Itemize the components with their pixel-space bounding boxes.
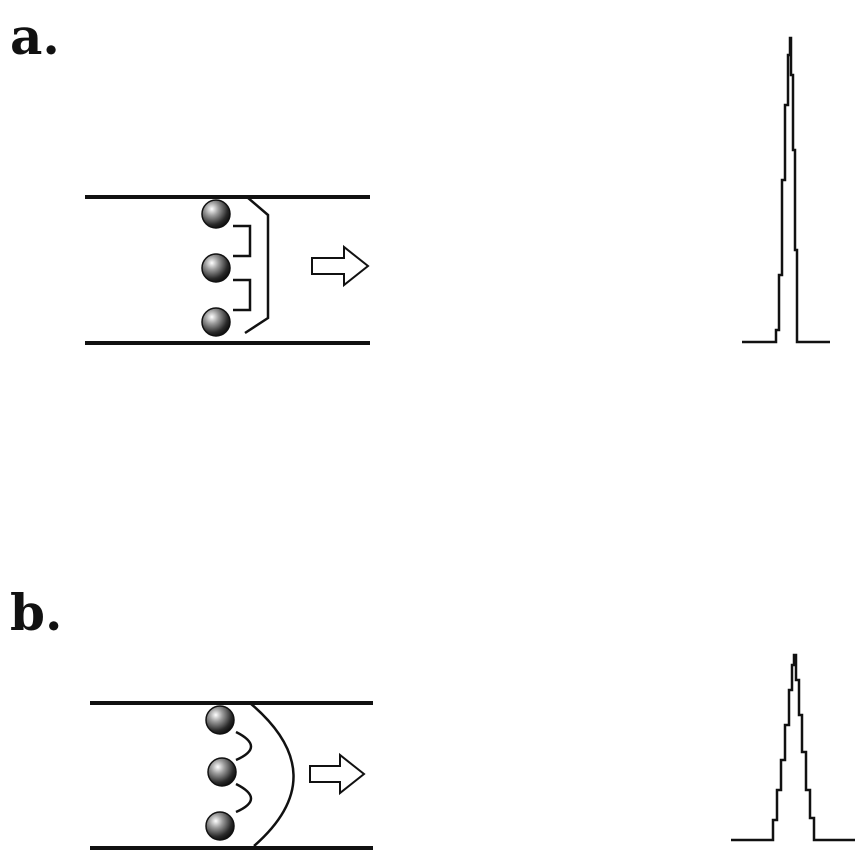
particle-middle <box>201 253 231 283</box>
square-bracket-upper <box>233 224 252 258</box>
particle-top <box>205 705 235 735</box>
curved-bracket-lower <box>235 782 253 814</box>
panel-b-diagram <box>90 653 855 850</box>
particle-top <box>201 199 231 229</box>
curved-bracket-upper <box>235 730 253 762</box>
particle-bottom <box>201 307 231 337</box>
particle-bottom <box>205 811 235 841</box>
square-bracket-lower <box>233 278 252 312</box>
panel-b-label: b. <box>10 583 63 642</box>
parabolic-flow-front <box>249 702 295 847</box>
panel-a-label: a. <box>10 7 60 66</box>
broad-peak-trace <box>731 653 855 842</box>
plug-flow-front <box>244 196 270 335</box>
panel-a-diagram <box>85 36 830 345</box>
narrow-peak-trace <box>742 36 830 344</box>
flow-direction-arrow-icon <box>311 244 370 288</box>
particle-middle <box>207 757 237 787</box>
flow-direction-arrow-icon <box>309 752 366 796</box>
